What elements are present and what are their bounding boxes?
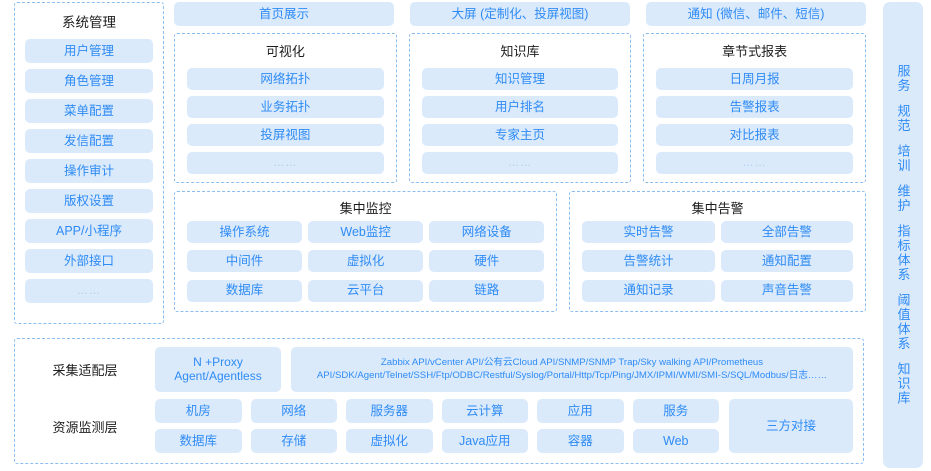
resource-column-4: 云计算 Java应用 <box>441 399 528 453</box>
item-network-device[interactable]: 网络设备 <box>429 221 545 243</box>
item-knowledge-management[interactable]: 知识管理 <box>421 68 619 90</box>
panel-knowledge-base-title: 知识库 <box>500 44 540 59</box>
item-notification-config[interactable]: 通知配置 <box>720 250 853 273</box>
lower-section: 采集适配层 N +Proxy Agent/Agentless Zabbix AP… <box>14 338 864 464</box>
item-notification-record[interactable]: 通知记录 <box>582 279 715 302</box>
item-virtualization-resource[interactable]: 虚拟化 <box>346 429 433 453</box>
monitoring-grid: 操作系统 Web监控 网络设备 中间件 虚拟化 硬件 数据库 云平台 链路 <box>187 221 545 303</box>
top-tab-row: 首页展示 大屏 (定制化、投屏视图) 通知 (微信、邮件、短信) <box>174 2 866 26</box>
item-cloud-computing[interactable]: 云计算 <box>441 399 528 423</box>
right-bar-word-metric-system: 指标体系 <box>895 224 911 283</box>
right-bar-word-service: 服务 <box>895 64 911 94</box>
sidebar-item-mail-config[interactable]: 发信配置 <box>25 129 153 153</box>
item-all-alarms[interactable]: 全部告警 <box>720 221 853 243</box>
item-comparison-report[interactable]: 对比报表 <box>656 124 854 146</box>
tab-notification[interactable]: 通知 (微信、邮件、短信) <box>646 2 866 26</box>
sidebar-item-user-management[interactable]: 用户管理 <box>25 39 153 63</box>
tab-big-screen[interactable]: 大屏 (定制化、投屏视图) <box>410 2 630 26</box>
sidebar-item-external-interface[interactable]: 外部接口 <box>25 249 153 273</box>
feature-panel-row: 可视化 网络拓扑 业务拓扑 投屏视图 …… 知识库 知识管理 用户排名 专家主页… <box>174 33 867 183</box>
item-container[interactable]: 容器 <box>537 429 624 453</box>
collection-layer-label: 采集适配层 <box>52 363 118 378</box>
item-service[interactable]: 服务 <box>632 399 719 423</box>
item-realtime-alarm[interactable]: 实时告警 <box>582 221 715 243</box>
item-storage[interactable]: 存储 <box>250 429 337 453</box>
sidebar-item-operation-audit[interactable]: 操作审计 <box>25 159 153 183</box>
monitoring-row: 集中监控 操作系统 Web监控 网络设备 中间件 虚拟化 硬件 数据库 云平台 … <box>174 191 866 312</box>
sidebar-item-copyright-settings[interactable]: 版权设置 <box>25 189 153 213</box>
item-application[interactable]: 应用 <box>537 399 624 423</box>
right-bar-word-maintenance: 维护 <box>895 184 911 214</box>
right-bar-word-knowledge-base: 知识库 <box>895 362 911 406</box>
main-column: 首页展示 大屏 (定制化、投屏视图) 通知 (微信、邮件、短信) 可视化 网络拓… <box>174 2 867 324</box>
item-visualization-more[interactable]: …… <box>187 152 384 174</box>
panel-centralized-monitoring: 集中监控 操作系统 Web监控 网络设备 中间件 虚拟化 硬件 数据库 云平台 … <box>174 191 558 312</box>
item-report-more[interactable]: …… <box>656 152 854 174</box>
right-bar-word-threshold-system: 阈值体系 <box>895 293 911 352</box>
item-cloud-platform[interactable]: 云平台 <box>308 279 424 302</box>
item-third-party-integration[interactable]: 三方对接 <box>729 399 853 453</box>
item-proxy-agent[interactable]: N +Proxy Agent/Agentless <box>155 347 281 392</box>
item-database-resource[interactable]: 数据库 <box>155 429 242 453</box>
resource-columns: 机房 数据库 网络 存储 服务器 虚拟化 云计算 Java应用 应用 容器 <box>155 399 719 453</box>
item-alarm-report[interactable]: 告警报表 <box>656 96 854 118</box>
sidebar-item-app-miniprogram[interactable]: APP/小程序 <box>25 219 153 243</box>
item-server[interactable]: 服务器 <box>346 399 433 423</box>
item-web[interactable]: Web <box>632 429 719 453</box>
item-sound-alarm[interactable]: 声音告警 <box>720 279 853 302</box>
item-screen-view[interactable]: 投屏视图 <box>187 124 384 146</box>
panel-chapter-report-title: 章节式报表 <box>722 44 788 59</box>
panel-knowledge-base: 知识库 知识管理 用户排名 专家主页 …… <box>408 33 632 183</box>
alerting-grid: 实时告警 全部告警 告警统计 通知配置 通知记录 声音告警 <box>582 221 853 303</box>
resource-layer-row: 资源监测层 机房 数据库 网络 存储 服务器 虚拟化 云计算 Java应用 <box>25 399 853 453</box>
item-network-topology[interactable]: 网络拓扑 <box>187 68 384 90</box>
item-java-application[interactable]: Java应用 <box>441 429 528 453</box>
monitoring-title: 集中监控 <box>339 201 392 216</box>
sidebar-item-menu-config[interactable]: 菜单配置 <box>25 99 153 123</box>
right-vertical-bar: 服务 规范 培训 维护 指标体系 阈值体系 知识库 <box>883 2 923 468</box>
resource-column-1: 机房 数据库 <box>155 399 242 453</box>
right-bar-word-training: 培训 <box>895 144 911 174</box>
item-alarm-statistics[interactable]: 告警统计 <box>582 250 715 273</box>
panel-centralized-alerting: 集中告警 实时告警 全部告警 告警统计 通知配置 通知记录 声音告警 <box>569 191 866 312</box>
resource-column-5: 应用 容器 <box>537 399 624 453</box>
item-middleware[interactable]: 中间件 <box>187 250 303 273</box>
item-network-resource[interactable]: 网络 <box>250 399 337 423</box>
item-hardware[interactable]: 硬件 <box>429 250 545 273</box>
panel-visualization: 可视化 网络拓扑 业务拓扑 投屏视图 …… <box>174 33 397 183</box>
upper-section: 系统管理 用户管理 角色管理 菜单配置 发信配置 操作审计 版权设置 APP/小… <box>14 2 867 324</box>
alerting-title: 集中告警 <box>691 201 744 216</box>
item-link[interactable]: 链路 <box>429 279 545 302</box>
item-database[interactable]: 数据库 <box>187 279 303 302</box>
panel-chapter-report: 章节式报表 日周月报 告警报表 对比报表 …… <box>643 33 867 183</box>
collection-layer-row: 采集适配层 N +Proxy Agent/Agentless Zabbix AP… <box>25 347 853 392</box>
item-daily-weekly-monthly-report[interactable]: 日周月报 <box>656 68 854 90</box>
third-party-wrapper: 三方对接 <box>729 399 853 453</box>
right-bar-word-standard: 规范 <box>895 104 911 134</box>
resource-column-3: 服务器 虚拟化 <box>346 399 433 453</box>
item-virtualization[interactable]: 虚拟化 <box>308 250 424 273</box>
item-expert-homepage[interactable]: 专家主页 <box>421 124 619 146</box>
item-operating-system[interactable]: 操作系统 <box>187 221 303 243</box>
item-web-monitoring[interactable]: Web监控 <box>308 221 424 243</box>
item-api-protocol-list[interactable]: Zabbix API/vCenter API/公有云Cloud API/SNMP… <box>291 347 853 392</box>
tab-home-display[interactable]: 首页展示 <box>174 2 394 26</box>
resource-column-2: 网络 存储 <box>250 399 337 453</box>
item-business-topology[interactable]: 业务拓扑 <box>187 96 384 118</box>
sidebar-item-role-management[interactable]: 角色管理 <box>25 69 153 93</box>
item-user-ranking[interactable]: 用户排名 <box>421 96 619 118</box>
resource-column-6: 服务 Web <box>632 399 719 453</box>
item-knowledge-more[interactable]: …… <box>421 152 619 174</box>
sidebar-system-management: 系统管理 用户管理 角色管理 菜单配置 发信配置 操作审计 版权设置 APP/小… <box>14 2 164 324</box>
panel-visualization-title: 可视化 <box>265 44 305 59</box>
item-equipment-room[interactable]: 机房 <box>155 399 242 423</box>
resource-layer-label: 资源监测层 <box>52 419 118 435</box>
sidebar-title: 系统管理 <box>62 15 116 30</box>
sidebar-item-more[interactable]: …… <box>25 279 153 303</box>
